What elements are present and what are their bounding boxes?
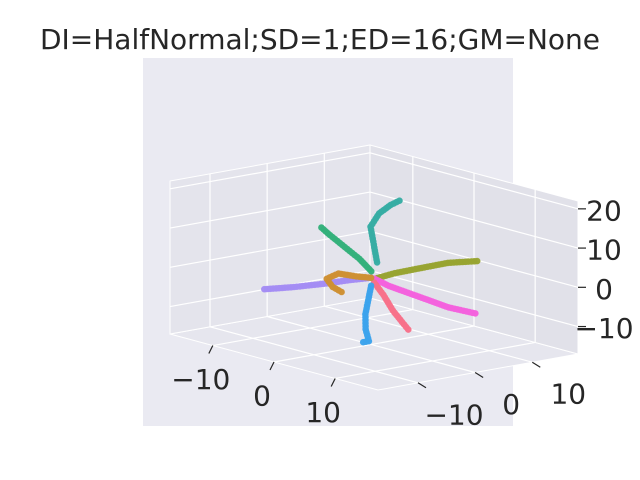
y-tick-mark bbox=[531, 361, 541, 368]
gridline-x-floor bbox=[335, 341, 536, 380]
x-tick-mark bbox=[208, 345, 214, 354]
gridline-y-floor bbox=[266, 315, 476, 374]
gridline-z-left bbox=[169, 191, 371, 229]
gridline-x-floor bbox=[273, 325, 475, 363]
z-tick-label: 0 bbox=[595, 273, 613, 306]
gridline-y-floor bbox=[209, 326, 419, 384]
y-tick-mark bbox=[474, 372, 484, 379]
data-point bbox=[396, 197, 403, 204]
y-tick-label: −10 bbox=[424, 398, 483, 431]
data-point bbox=[405, 326, 412, 333]
gridline-z-left bbox=[169, 152, 371, 190]
x-tick-label: 0 bbox=[253, 380, 271, 413]
x-tick-label: −10 bbox=[171, 363, 230, 396]
gridline-y-floor bbox=[324, 305, 533, 363]
z-tick-label: 20 bbox=[586, 194, 622, 227]
gridline-z-back bbox=[369, 269, 579, 328]
gridline-z-back bbox=[369, 191, 579, 249]
data-point bbox=[473, 257, 481, 265]
data-point bbox=[261, 285, 268, 293]
y-tick-label: 10 bbox=[550, 378, 586, 411]
series-0 bbox=[367, 197, 403, 266]
data-point bbox=[338, 288, 345, 296]
data-point bbox=[472, 310, 479, 317]
series-1 bbox=[318, 224, 375, 275]
data-point bbox=[318, 224, 325, 231]
x-tick-mark bbox=[269, 361, 275, 371]
series-7 bbox=[323, 270, 375, 296]
series-5 bbox=[359, 282, 375, 346]
series-4 bbox=[370, 279, 412, 333]
chart-title: DI=HalfNormal;SD=1;ED=16;GM=None bbox=[39, 23, 601, 56]
z-tick-label: −10 bbox=[574, 312, 633, 345]
y-tick-mark bbox=[417, 382, 427, 389]
gridline-z-back bbox=[369, 152, 579, 210]
data-point bbox=[359, 338, 367, 346]
x-tick-mark bbox=[330, 378, 336, 387]
y-tick-label: 0 bbox=[502, 388, 520, 421]
z-tick-label: 10 bbox=[586, 234, 622, 267]
x-tick-label: 10 bbox=[305, 396, 341, 429]
gridline-x-floor bbox=[212, 308, 413, 347]
